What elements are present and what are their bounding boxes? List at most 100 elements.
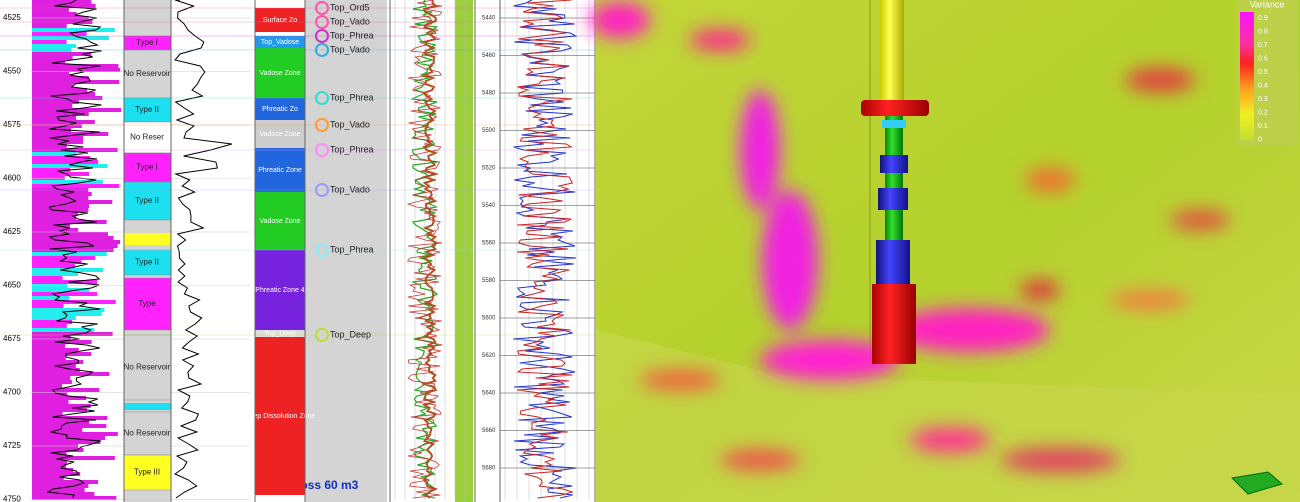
gamma-fill [32, 476, 64, 480]
gamma-fill [32, 336, 71, 340]
gamma-fill [32, 208, 89, 212]
depth-label: 4600 [3, 174, 21, 183]
gamma-fill [32, 84, 74, 88]
zone-label: Phreatic Zo [262, 106, 298, 113]
legend-tick: 0.3 [1258, 96, 1268, 103]
gamma-fill [32, 408, 87, 412]
legend-tick: 0.5 [1258, 69, 1268, 76]
gamma-fill [32, 132, 109, 136]
legend-tick: 0.1 [1258, 123, 1268, 130]
gamma-fill [32, 64, 119, 68]
gamma-fill [32, 388, 100, 392]
3d-variance-view: Variance 0.9 0.8 0.7 0.6 0.5 0.4 0.3 0.2 0.1 0 [590, 0, 1300, 502]
zone-interval [255, 120, 305, 148]
wellbore [861, 0, 929, 364]
gamma-fill [32, 368, 80, 372]
gamma-fill [32, 356, 66, 360]
depth-label: 4625 [3, 227, 21, 236]
gamma-fill [32, 292, 98, 296]
zone-interval [255, 330, 305, 337]
reservoir-interval [124, 233, 171, 245]
reservoir-interval [123, 334, 172, 401]
zone-interval [255, 48, 305, 98]
orientation-cube [1230, 471, 1284, 495]
zone-label: Vadose Zone [259, 131, 300, 138]
reservoir-label: No Reservoir [124, 429, 171, 438]
gamma-fill [32, 60, 66, 64]
gamma-fill [32, 144, 67, 148]
gamma-fill [32, 0, 92, 4]
depth-label-2: 5580 [482, 278, 496, 284]
reservoir-interval [123, 152, 172, 183]
gamma-fill [32, 332, 113, 336]
gamma-fill [32, 224, 70, 228]
gamma-fill [32, 364, 76, 368]
gamma-fill [32, 164, 108, 168]
reservoir-interval [123, 121, 172, 154]
zone-label: Top_Vadose [261, 39, 300, 46]
depth-label: 4725 [3, 441, 21, 450]
zone-interval [255, 337, 305, 495]
gamma-fill [32, 472, 81, 476]
log-curve [516, 0, 575, 499]
gamma-fill [32, 312, 102, 316]
zone-interval [255, 250, 305, 330]
marker-label: Top_Deep [330, 329, 371, 339]
casing-ring [861, 100, 929, 116]
zone-interval [255, 192, 305, 250]
gamma-fill [32, 40, 67, 44]
depth-label-2: 5440 [482, 16, 496, 22]
gamma-fill [32, 216, 77, 220]
reservoir-label: No Reservoir [124, 363, 171, 372]
gamma-fill [32, 464, 67, 468]
gamma-fill [32, 136, 84, 140]
resistivity-curve [173, 0, 233, 499]
gamma-fill [32, 100, 79, 104]
gamma-fill [32, 496, 117, 500]
gamma-fill [32, 76, 89, 80]
depth-label: 4750 [3, 495, 21, 502]
gamma-fill [32, 52, 92, 56]
ring [882, 120, 906, 128]
reservoir-label: Type II [135, 258, 159, 267]
depth-label: 4650 [3, 281, 21, 290]
marker-label: Top_Phrea [330, 244, 374, 254]
reservoir-interval [123, 97, 172, 123]
depth-label-2: 5680 [482, 466, 496, 472]
gamma-fill [32, 468, 74, 472]
depth-label-2: 5600 [482, 316, 496, 322]
gamma-fill [32, 212, 78, 216]
reservoir-label: Type I [136, 163, 158, 172]
gamma-fill [32, 220, 107, 224]
gamma-fill [32, 376, 71, 380]
legend-tick: 0.7 [1258, 42, 1268, 49]
depth-label: 4525 [3, 13, 21, 22]
legend-colorbar [1240, 12, 1254, 140]
gamma-fill [32, 384, 63, 388]
depth-label-2: 5620 [482, 353, 496, 359]
gamma-fill [32, 244, 118, 248]
reservoir-label: Type I [136, 38, 158, 47]
zone-interval [255, 98, 305, 120]
zone-interval [255, 148, 305, 192]
gamma-fill [32, 320, 73, 324]
gamma-fill [32, 256, 96, 260]
reservoir-interval [123, 454, 172, 491]
depth-label-2: 5520 [482, 166, 496, 172]
depth-label: 4675 [3, 334, 21, 343]
log-curve [513, 0, 578, 499]
gamma-fill [32, 380, 72, 384]
gamma-fill [32, 140, 84, 144]
gamma-fill [32, 180, 103, 184]
reservoir-label: Type III [134, 468, 160, 477]
reservoir-interval [123, 181, 172, 221]
gamma-fill [32, 236, 114, 240]
marker-column [305, 0, 387, 502]
fill-track [455, 0, 473, 502]
gamma-fill [32, 308, 105, 312]
legend-tick: 0 [1258, 136, 1262, 143]
gamma-fill [32, 116, 76, 120]
gamma-fill [32, 372, 110, 376]
depth-label: 4575 [3, 120, 21, 129]
